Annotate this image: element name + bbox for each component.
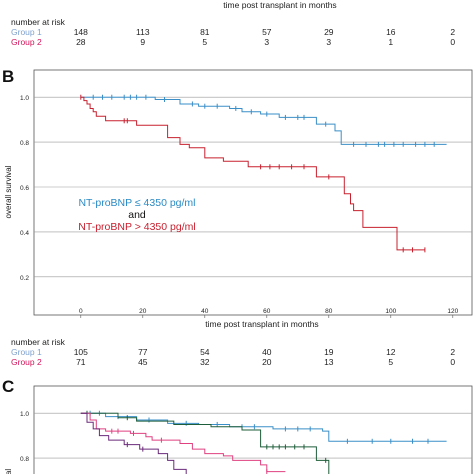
panel-b-x-ticks: 0 20 40 60 80 100 120	[79, 308, 459, 318]
x-tick-label: 0	[79, 308, 83, 315]
risk-cell: 32	[200, 357, 210, 367]
panel-b-risk-label-group1: Group 1	[11, 347, 42, 357]
risk-cell: 3	[264, 37, 269, 47]
risk-cell: 0	[450, 37, 455, 47]
panel-c-ylabel: al	[4, 469, 13, 474]
x-tick-label: 20	[139, 308, 147, 315]
risk-cell: 113	[136, 27, 150, 37]
x-tick-label: 80	[325, 308, 333, 315]
top-risk-title: number at risk	[11, 17, 66, 27]
risk-cell: 5	[202, 37, 207, 47]
x-tick-label: 120	[447, 308, 458, 315]
risk-cell: 3	[326, 37, 331, 47]
risk-cell: 29	[324, 27, 334, 37]
panel-b-plot-frame	[33, 69, 473, 316]
risk-cell: 2	[450, 27, 455, 37]
risk-cell: 2	[450, 347, 455, 357]
risk-cell: 57	[262, 27, 272, 37]
panel-b-legend: NT-proBNP ≤ 4350 pg/ml and NT-proBNP > 4…	[78, 197, 195, 233]
panel-b-risk-cells: 105 77 54 40 19 12 2 71 45 32 20 13 5 0	[74, 347, 456, 367]
top-risk-label-group1: Group 1	[11, 27, 42, 37]
risk-cell: 105	[74, 347, 88, 357]
survival-curve-0	[80, 412, 447, 442]
panel-b-ylabel: overall survival	[4, 165, 13, 218]
survival-curve-1	[80, 96, 425, 251]
risk-cell: 81	[200, 27, 210, 37]
risk-cell: 1	[388, 37, 393, 47]
risk-cell: 77	[138, 347, 148, 357]
panel-b-xlabel: time post transplant in months	[205, 319, 318, 329]
y-tick-label: 0.8	[20, 456, 29, 463]
risk-cell: 40	[262, 347, 272, 357]
panel-c-series	[80, 410, 447, 474]
top-xlabel: time post transplant in months	[223, 0, 336, 10]
risk-cell: 19	[324, 347, 334, 357]
panel-c: C 0.8 1.0 al	[2, 377, 473, 474]
x-tick-label: 60	[263, 308, 271, 315]
top-risk-label-group2: Group 2	[11, 37, 42, 47]
panel-b-risk-title: number at risk	[11, 337, 66, 347]
survival-curve-1	[80, 412, 330, 474]
risk-cell: 148	[74, 27, 88, 37]
risk-cell: 54	[200, 347, 210, 357]
y-tick-label: 1.0	[20, 411, 29, 418]
risk-cell: 71	[76, 357, 86, 367]
panel-c-y-ticks: 0.8 1.0	[20, 411, 29, 463]
y-tick-label: 0.6	[20, 185, 29, 192]
panel-b-risk-label-group2: Group 2	[11, 357, 42, 367]
risk-cell: 5	[388, 357, 393, 367]
risk-cell: 16	[386, 27, 396, 37]
legend-low-ntprobnp: NT-proBNP ≤ 4350 pg/ml	[78, 197, 195, 209]
panel-b-series	[80, 94, 447, 253]
panel-b-letter: B	[2, 67, 14, 86]
y-tick-label: 1.0	[20, 95, 29, 102]
legend-and: and	[128, 209, 146, 221]
survival-curve-3	[80, 412, 187, 474]
risk-cell: 13	[324, 357, 334, 367]
panel-b: B 0.20.40.60.81.0 0 20 40 60 80 100 120 overal…	[2, 67, 473, 367]
y-tick-label: 0.8	[20, 140, 29, 147]
top-risk-cells: 148 113 81 57 29 16 2 28 9 5 3 3 1 0	[74, 27, 456, 47]
survival-curve-2	[80, 412, 286, 473]
x-tick-label: 40	[201, 308, 209, 315]
risk-cell: 9	[140, 37, 145, 47]
x-tick-label: 100	[385, 308, 396, 315]
risk-cell: 0	[450, 357, 455, 367]
y-tick-label: 0.4	[20, 230, 29, 237]
top-risk-table: time post transplant in months number at…	[11, 0, 455, 47]
risk-cell: 28	[76, 37, 86, 47]
panel-c-letter: C	[2, 377, 14, 396]
risk-cell: 45	[138, 357, 148, 367]
risk-cell: 20	[262, 357, 272, 367]
panel-b-y-ticks: 0.2 0.4 0.6 0.8 1.0	[20, 95, 29, 282]
legend-high-ntprobnp: NT-proBNP > 4350 pg/ml	[78, 221, 195, 233]
y-tick-label: 0.2	[20, 275, 29, 282]
risk-cell: 12	[386, 347, 396, 357]
